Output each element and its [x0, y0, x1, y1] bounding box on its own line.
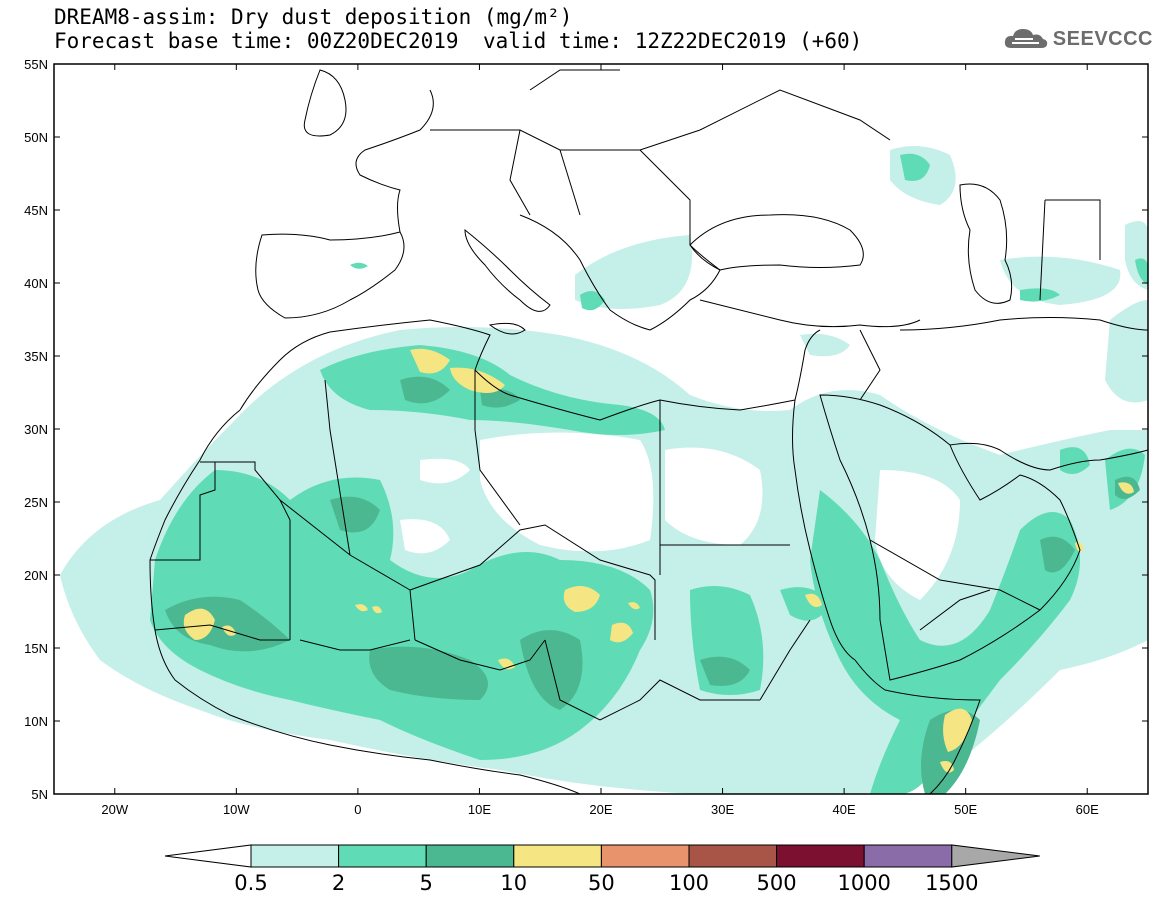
colorbar-swatch	[250, 844, 340, 868]
colorbar: 0.5 2 5 10 50 100 500 1000 1500	[164, 844, 1040, 895]
seevccc-logo: SEEVCCC	[1003, 26, 1153, 52]
forecast-base-time: Forecast base time: 00Z20DEC2019	[54, 29, 459, 53]
lon-label: 30E	[711, 802, 734, 817]
colorbar-label: 500	[757, 871, 797, 895]
lat-label: 40N	[24, 276, 48, 291]
colorbar-swatch	[776, 844, 865, 868]
lat-label: 10N	[24, 714, 48, 729]
colorbar-swatch	[513, 844, 602, 868]
lat-label: 50N	[24, 130, 48, 145]
logo-text: SEEVCCC	[1052, 27, 1153, 50]
cloud-icon	[1004, 29, 1047, 48]
colorbar-swatch	[863, 844, 953, 868]
colorbar-label: 10	[500, 871, 527, 895]
lat-label: 35N	[24, 349, 48, 364]
lon-label: 40E	[833, 802, 856, 817]
lat-label: 45N	[24, 203, 48, 218]
lat-label: 5N	[31, 787, 48, 802]
lat-label: 55N	[24, 57, 48, 72]
lon-label: 10E	[468, 802, 491, 817]
lat-label: 15N	[24, 641, 48, 656]
lon-label: 60E	[1076, 802, 1099, 817]
lon-label: 50E	[954, 802, 977, 817]
colorbar-label: 0.5	[234, 871, 267, 895]
colorbar-label: 1500	[925, 871, 978, 895]
lat-label: 20N	[24, 568, 48, 583]
colorbar-swatch	[425, 844, 515, 868]
lat-label: 30N	[24, 422, 48, 437]
colorbar-label: 100	[669, 871, 709, 895]
longitude-axis: 20W 10W 0 10E 20E 30E 40E 50E 60E	[101, 64, 1099, 817]
lat-label: 25N	[24, 495, 48, 510]
map-title: DREAM8-assim: Dry dust deposition (mg/m²…	[54, 5, 573, 29]
colorbar-under-arrow	[164, 844, 252, 868]
coastlines-and-borders	[149, 69, 1148, 794]
colorbar-over-arrow	[951, 844, 1040, 868]
colorbar-swatch	[600, 844, 690, 868]
colorbar-label: 50	[588, 871, 615, 895]
lon-label: 20W	[101, 802, 128, 817]
colorbar-swatch	[338, 844, 427, 868]
colorbar-label: 1000	[837, 871, 890, 895]
dust-level-10-50	[183, 348, 1134, 773]
valid-time: valid time: 12Z22DEC2019 (+60)	[483, 29, 863, 53]
colorbar-label: 5	[420, 871, 433, 895]
colorbar-label: 2	[332, 871, 345, 895]
lon-label: 20E	[589, 802, 612, 817]
lon-label: 0	[354, 802, 361, 817]
latitude-axis: 55N 50N 45N 40N 35N 30N 25N 20N 15N 10N 5N	[24, 57, 1148, 802]
colorbar-swatch	[688, 844, 778, 868]
lon-label: 10W	[223, 802, 250, 817]
